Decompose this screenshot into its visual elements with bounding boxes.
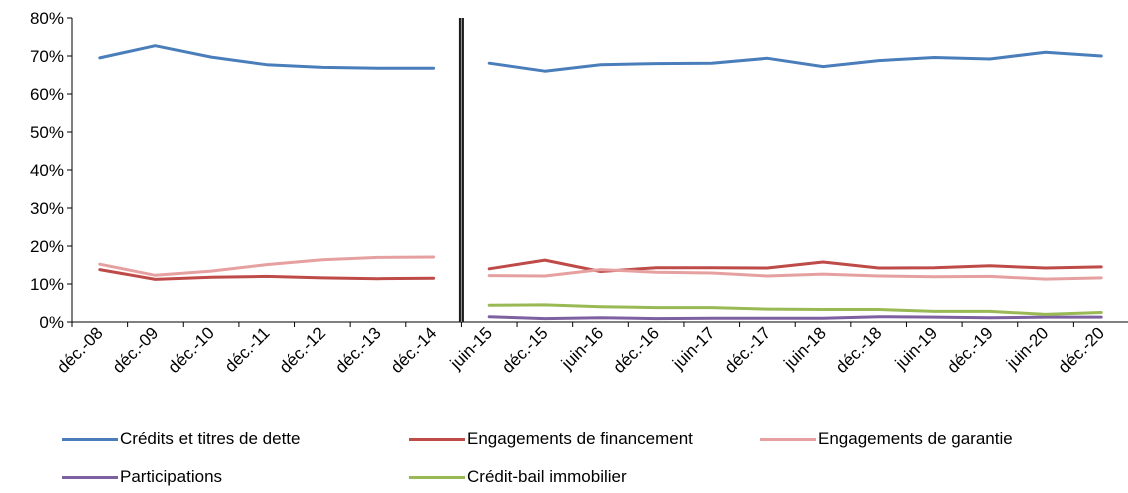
x-tick-label: juin-20 [1002,323,1052,373]
x-tick-label: déc.-14 [387,323,441,377]
x-tick-label: déc.-19 [943,323,997,377]
y-tick-label: 0% [39,313,64,332]
x-tick-label: déc.-16 [609,323,663,377]
series-line-2 [98,255,1103,281]
y-tick-label: 60% [30,85,64,104]
y-axis: 0% 10% 20% 30% 40% 50% 60% 70% 80% [30,9,73,332]
x-tick-label: déc.-10 [164,323,218,377]
y-tick-label: 50% [30,123,64,142]
x-tick-label: juin-18 [780,323,830,373]
y-tick-label: 30% [30,199,64,218]
x-axis: déc.-08 déc.-09 déc.-10 déc.-11 déc.-12 déc.-… [53,321,1128,377]
y-tick-label: 70% [30,47,64,66]
y-tick-label: 40% [30,161,64,180]
x-tick-label: déc.-13 [331,323,385,377]
x-tick-label: juin-16 [557,323,607,373]
series-line-0 [98,44,1103,73]
x-tick-label: déc.-17 [721,323,775,377]
series-line-3 [487,315,1103,321]
x-tick-label: déc.-11 [221,323,274,376]
x-tick-label: déc.-12 [276,323,330,377]
x-tick-label: déc.-20 [1054,323,1108,377]
x-tick-label: juin-19 [891,323,941,373]
series-line-4 [487,303,1103,316]
x-tick-label: déc.-15 [498,323,552,377]
x-tick-label: juin-17 [668,323,718,373]
y-tick-label: 80% [30,9,64,28]
x-tick-label: juin-15 [446,323,496,373]
y-tick-label: 10% [30,275,64,294]
x-tick-label: déc.-18 [832,323,886,377]
y-tick-label: 20% [30,237,64,256]
series-lines [98,44,1103,321]
x-tick-label: déc.-09 [109,323,163,377]
